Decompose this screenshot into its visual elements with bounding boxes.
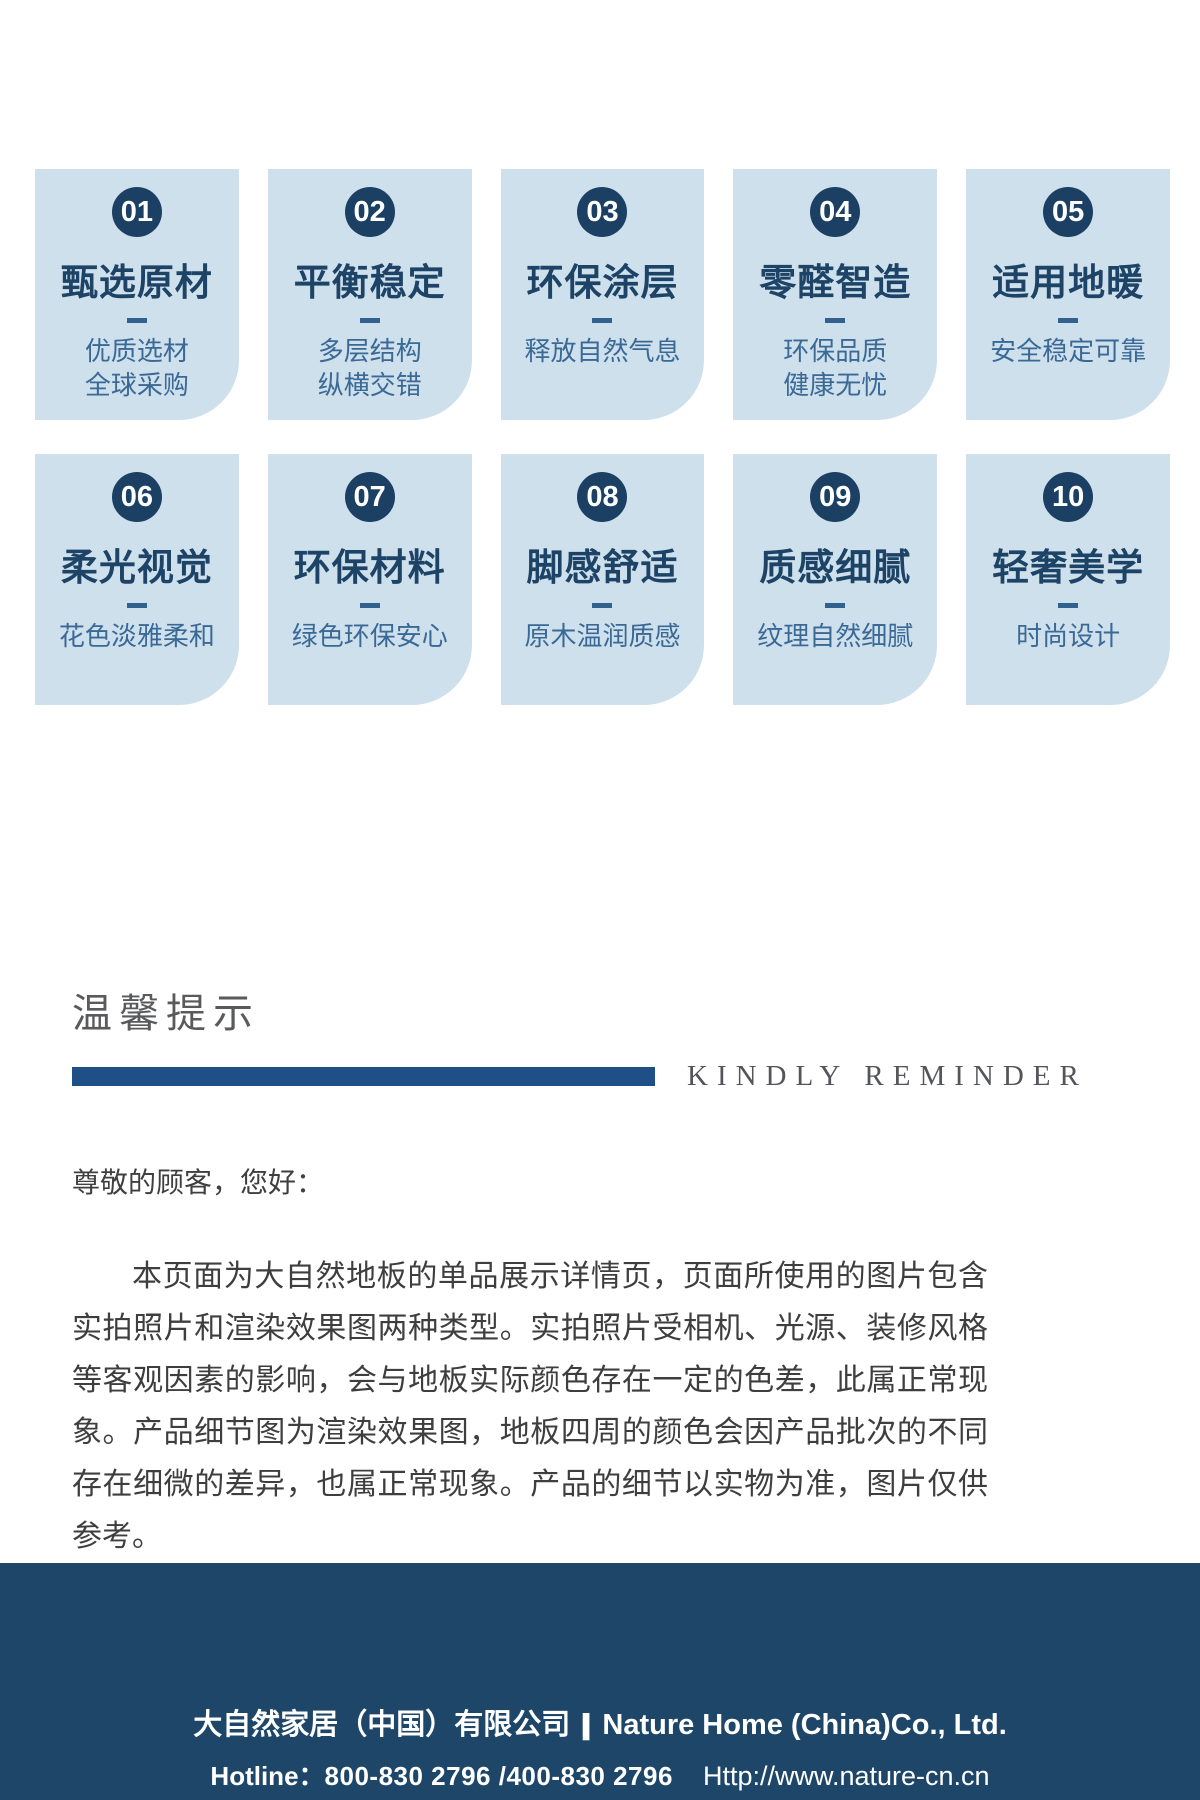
footer-company-line: 大自然家居（中国）有限公司 | Nature Home (China)Co., Lt… — [193, 1701, 1007, 1743]
feature-subtitle-line: 优质选材 — [84, 336, 189, 366]
feature-number: 03 — [586, 195, 619, 228]
feature-card-06: 06 柔光视觉 花色淡雅柔和 — [35, 454, 239, 705]
feature-subtitle-line: 全球采购 — [84, 370, 189, 400]
feature-title: 轻奢美学 — [992, 547, 1145, 588]
feature-card-08: 08 脚感舒适 原木温润质感 — [500, 454, 705, 705]
feature-card-07: 07 环保材料 绿色环保安心 — [267, 454, 472, 705]
feature-number-badge: 03 — [577, 187, 628, 237]
feature-subtitle: 优质选材 全球采购 — [85, 334, 189, 402]
feature-title: 脚感舒适 — [526, 547, 679, 588]
feature-title: 柔光视觉 — [60, 547, 213, 588]
feature-title: 环保材料 — [293, 547, 446, 588]
feature-number: 01 — [120, 195, 154, 228]
feature-number-badge: 09 — [810, 472, 861, 522]
feature-number-badge: 01 — [111, 187, 162, 237]
reminder-body-text: 本页面为大自然地板的单品展示详情页，页面所使用的图片包含实拍照片和渲染效果图两种… — [72, 1260, 988, 1553]
feature-number: 02 — [353, 195, 386, 228]
feature-subtitle-line: 花色淡雅柔和 — [58, 621, 215, 651]
dash-divider — [359, 603, 380, 608]
feature-subtitle: 纹理自然细腻 — [757, 619, 913, 653]
feature-number: 06 — [120, 480, 154, 513]
feature-subtitle-line: 多层结构 — [317, 336, 422, 366]
feature-number-badge: 10 — [1043, 472, 1094, 522]
feature-card-04: 04 零醛智造 环保品质 健康无忧 — [733, 169, 938, 420]
footer-hotline-label: Hotline： — [210, 1761, 325, 1791]
footer-company-cn: 大自然家居（中国）有限公司 — [193, 1709, 571, 1741]
feature-subtitle: 释放自然气息 — [524, 334, 680, 368]
footer-hotline-numbers: 800-830 2796 /400-830 2796 — [324, 1761, 673, 1791]
footer-separator: | — [579, 1709, 594, 1741]
feature-subtitle: 花色淡雅柔和 — [59, 619, 215, 653]
feature-subtitle: 原木温润质感 — [524, 619, 680, 653]
footer-company-en: Nature Home (China)Co., Ltd. — [602, 1709, 1007, 1741]
feature-number: 09 — [819, 480, 852, 513]
feature-subtitle-line: 绿色环保安心 — [291, 621, 448, 651]
dash-divider — [592, 318, 613, 323]
dash-divider — [592, 603, 613, 608]
feature-title: 环保涂层 — [526, 262, 679, 303]
feature-title: 质感细腻 — [759, 547, 912, 588]
dash-divider — [1058, 318, 1079, 323]
feature-subtitle-line: 安全稳定可靠 — [990, 336, 1147, 366]
feature-subtitle: 环保品质 健康无忧 — [783, 334, 887, 402]
footer: 大自然家居（中国）有限公司 | Nature Home (China)Co., Lt… — [0, 1563, 1200, 1800]
kindly-reminder-section: 温馨提示 KINDLY REMINDER 尊敬的顾客，您好： 本页面为大自然地板… — [0, 993, 1200, 1563]
feature-subtitle: 时尚设计 — [1016, 619, 1120, 653]
reminder-greeting: 尊敬的顾客，您好： — [72, 1167, 325, 1198]
reminder-heading-en: KINDLY REMINDER — [687, 1060, 1088, 1092]
footer-hotline-line: Hotline： 800-830 2796 /400-830 2796 Http… — [210, 1756, 989, 1793]
feature-subtitle-line: 时尚设计 — [1016, 621, 1121, 651]
feature-subtitle-line: 释放自然气息 — [524, 336, 681, 366]
reminder-heading-cn: 温馨提示 — [72, 992, 260, 1036]
feature-number-badge: 08 — [577, 472, 628, 522]
feature-subtitle-line: 原木温润质感 — [524, 621, 681, 651]
reminder-heading-row: KINDLY REMINDER — [72, 1060, 1079, 1093]
feature-number: 07 — [353, 480, 386, 513]
feature-card-grid: 01 甄选原材 优质选材 全球采购 02 平衡稳定 多层结构 纵横交错 03 环… — [0, 0, 1200, 705]
feature-subtitle-line: 纵横交错 — [317, 370, 422, 400]
feature-card-02: 02 平衡稳定 多层结构 纵横交错 — [267, 169, 472, 420]
dash-divider — [825, 603, 846, 608]
feature-number-badge: 05 — [1043, 187, 1094, 237]
feature-subtitle-line: 环保品质 — [783, 336, 888, 366]
feature-number: 04 — [819, 195, 852, 228]
dash-divider — [126, 603, 147, 608]
feature-number-badge: 07 — [344, 472, 395, 522]
feature-title: 平衡稳定 — [293, 262, 446, 303]
feature-subtitle: 安全稳定可靠 — [990, 334, 1146, 368]
feature-number: 05 — [1051, 195, 1085, 228]
feature-number: 10 — [1051, 480, 1085, 513]
feature-number-badge: 06 — [111, 472, 162, 522]
dash-divider — [1058, 603, 1079, 608]
feature-subtitle: 绿色环保安心 — [292, 619, 448, 653]
footer-website-url: Http://www.nature-cn.cn — [702, 1761, 990, 1791]
feature-card-03: 03 环保涂层 释放自然气息 — [500, 169, 705, 420]
feature-subtitle: 多层结构 纵横交错 — [318, 334, 422, 402]
dash-divider — [359, 318, 380, 323]
feature-card-05: 05 适用地暖 安全稳定可靠 — [966, 169, 1170, 420]
feature-title: 零醛智造 — [759, 262, 912, 303]
feature-card-09: 09 质感细腻 纹理自然细腻 — [733, 454, 938, 705]
feature-number-badge: 04 — [810, 187, 861, 237]
feature-title: 适用地暖 — [992, 262, 1145, 303]
feature-number-badge: 02 — [344, 187, 395, 237]
blue-bar-divider — [72, 1067, 655, 1086]
feature-subtitle-line: 健康无忧 — [783, 370, 888, 400]
dash-divider — [126, 318, 147, 323]
feature-subtitle-line: 纹理自然细腻 — [757, 621, 914, 651]
feature-card-01: 01 甄选原材 优质选材 全球采购 — [35, 169, 239, 420]
dash-divider — [825, 318, 846, 323]
feature-card-10: 10 轻奢美学 时尚设计 — [966, 454, 1170, 705]
feature-title: 甄选原材 — [60, 262, 213, 303]
feature-number: 08 — [586, 480, 619, 513]
